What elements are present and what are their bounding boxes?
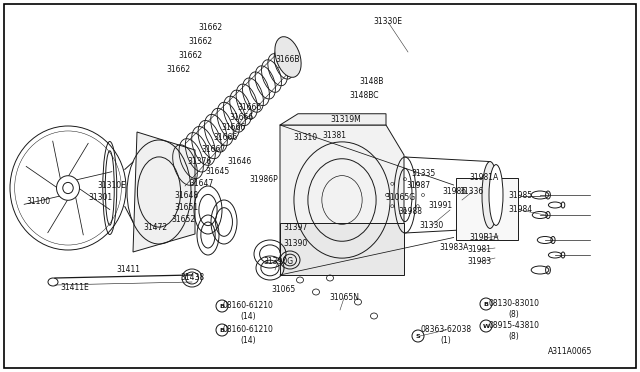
Text: 31662: 31662 — [198, 23, 222, 32]
Text: 31981A: 31981A — [469, 173, 499, 183]
Polygon shape — [133, 132, 195, 252]
Text: 31986P: 31986P — [250, 176, 278, 185]
Text: 31984: 31984 — [508, 205, 532, 215]
Text: 31397: 31397 — [284, 224, 308, 232]
Ellipse shape — [63, 182, 73, 193]
Text: (8): (8) — [509, 331, 520, 340]
Text: 31438: 31438 — [180, 273, 204, 282]
Text: 31381: 31381 — [322, 131, 346, 141]
Text: 31376: 31376 — [188, 157, 212, 167]
Ellipse shape — [489, 164, 503, 225]
Polygon shape — [280, 222, 404, 275]
Text: 31648: 31648 — [174, 192, 198, 201]
Text: 31983A: 31983A — [439, 244, 468, 253]
Text: 08915-43810: 08915-43810 — [488, 321, 540, 330]
Text: 08363-62038: 08363-62038 — [420, 326, 472, 334]
Text: 31390G: 31390G — [263, 257, 293, 266]
Text: 31411E: 31411E — [61, 283, 90, 292]
Text: 31987: 31987 — [406, 182, 430, 190]
Text: 31647: 31647 — [190, 179, 214, 187]
Text: 31652: 31652 — [171, 215, 195, 224]
Text: 31651: 31651 — [174, 203, 198, 212]
Text: B: B — [483, 301, 488, 307]
Text: W: W — [483, 324, 490, 328]
Text: 31390: 31390 — [284, 240, 308, 248]
Text: 31667: 31667 — [202, 145, 226, 154]
Text: (8): (8) — [509, 310, 520, 318]
Text: 3148BC: 3148BC — [349, 92, 379, 100]
Text: 31666: 31666 — [222, 124, 246, 132]
Ellipse shape — [56, 176, 79, 200]
Text: 31335: 31335 — [412, 170, 436, 179]
Text: 31065N: 31065N — [329, 294, 359, 302]
Text: 31319M: 31319M — [331, 115, 362, 125]
Text: 08160-61210: 08160-61210 — [223, 326, 273, 334]
Bar — [456, 178, 518, 240]
Text: A311A0065: A311A0065 — [548, 347, 592, 356]
Text: 31666: 31666 — [214, 134, 238, 142]
Text: B: B — [220, 327, 225, 333]
Text: 31336: 31336 — [460, 187, 484, 196]
Text: 31301: 31301 — [88, 193, 112, 202]
Ellipse shape — [275, 37, 301, 77]
Text: 31310E: 31310E — [97, 180, 127, 189]
Polygon shape — [280, 114, 386, 125]
Text: 08160-61210: 08160-61210 — [223, 301, 273, 311]
Text: (14): (14) — [240, 311, 256, 321]
Text: 31662: 31662 — [166, 65, 190, 74]
Text: 31065G: 31065G — [385, 193, 415, 202]
Text: 319B1A: 319B1A — [469, 234, 499, 243]
Text: 31065: 31065 — [272, 285, 296, 295]
Text: B: B — [220, 304, 225, 308]
Text: 31666: 31666 — [230, 113, 254, 122]
Polygon shape — [280, 125, 404, 275]
Text: 31100: 31100 — [26, 198, 50, 206]
Text: 31662: 31662 — [178, 51, 202, 61]
Text: S: S — [415, 334, 420, 339]
Text: 31330: 31330 — [420, 221, 444, 230]
Text: 31645: 31645 — [206, 167, 230, 176]
Text: 31411: 31411 — [116, 266, 140, 275]
Text: 31981: 31981 — [467, 246, 491, 254]
Text: 31310: 31310 — [293, 134, 317, 142]
Text: 31662: 31662 — [188, 38, 212, 46]
Text: 3148B: 3148B — [360, 77, 384, 87]
Text: 31991: 31991 — [428, 202, 452, 211]
Ellipse shape — [482, 161, 498, 228]
Text: 31646: 31646 — [228, 157, 252, 167]
Text: 31666: 31666 — [238, 103, 262, 112]
Text: 31985: 31985 — [508, 192, 532, 201]
Text: 31330E: 31330E — [374, 17, 403, 26]
Text: 31986: 31986 — [442, 187, 466, 196]
Text: 31472: 31472 — [143, 224, 167, 232]
Text: 3166B: 3166B — [276, 55, 300, 64]
Text: (14): (14) — [240, 336, 256, 344]
Text: 08130-83010: 08130-83010 — [488, 299, 540, 308]
Text: 31983: 31983 — [467, 257, 491, 266]
Text: (1): (1) — [440, 336, 451, 344]
Text: 31988: 31988 — [398, 208, 422, 217]
